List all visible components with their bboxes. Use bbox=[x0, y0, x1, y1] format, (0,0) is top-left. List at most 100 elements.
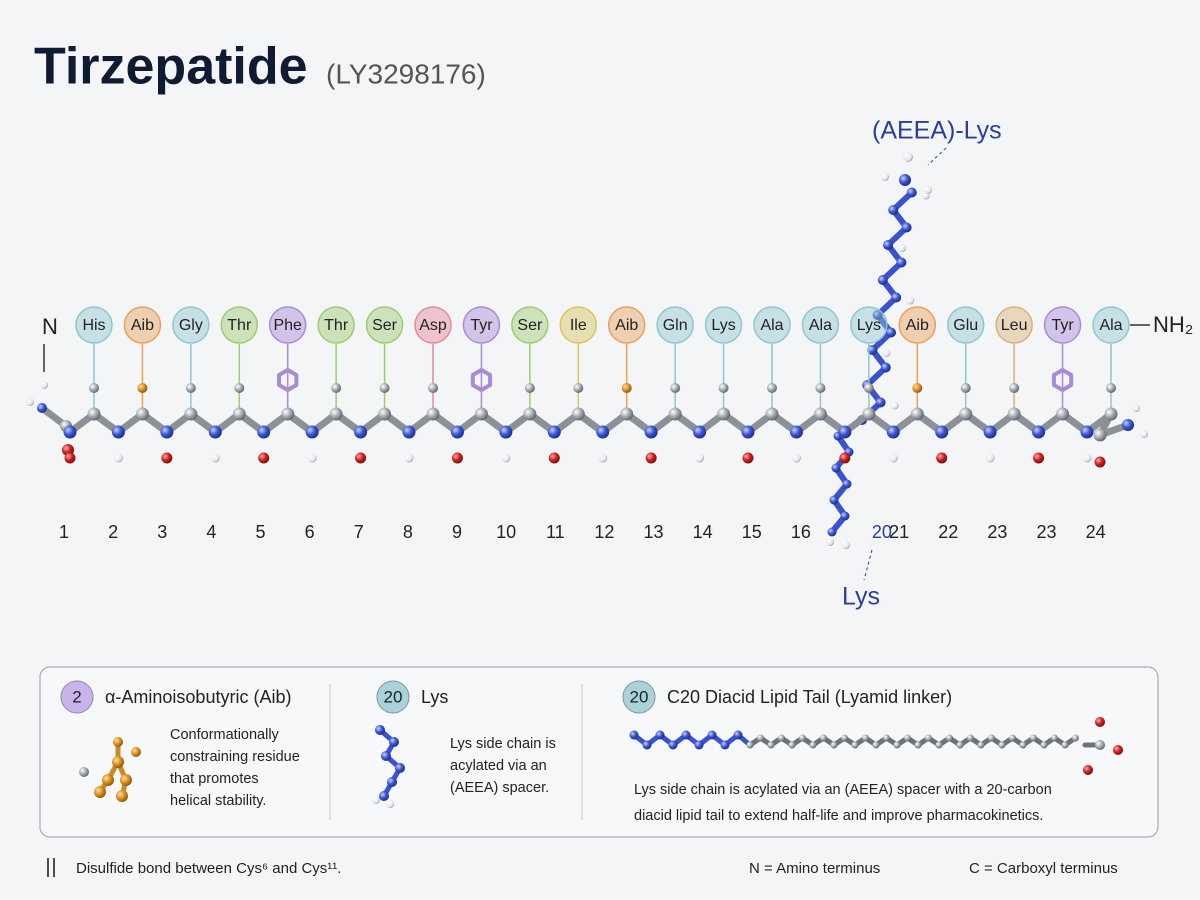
icon-atom bbox=[395, 763, 405, 773]
icon-atom bbox=[389, 737, 399, 747]
legend-title: Lys bbox=[421, 687, 448, 707]
side-chain-atom bbox=[137, 383, 148, 393]
legend-badge-text: 20 bbox=[630, 687, 649, 706]
atom bbox=[877, 275, 888, 285]
atom bbox=[1140, 430, 1148, 438]
residue-number: 23 bbox=[1037, 522, 1057, 542]
atom bbox=[935, 425, 949, 439]
atom bbox=[789, 425, 803, 439]
residue-label: Phe bbox=[273, 317, 302, 334]
residue-bubble bbox=[607, 306, 646, 344]
residue-labels: His 1 Aib 2 Gly 3 Thr 4 Phe 5 Thr 6 Ser 7 Asp 8 Tyr 9 Ser 1… bbox=[59, 306, 1130, 542]
atom bbox=[765, 407, 779, 421]
atom bbox=[959, 407, 973, 421]
atom bbox=[135, 407, 149, 421]
atom bbox=[547, 425, 561, 439]
icon-atom bbox=[1072, 734, 1079, 742]
atom bbox=[881, 173, 889, 181]
icon-atom bbox=[925, 734, 932, 742]
atom bbox=[329, 407, 343, 421]
residue-bubble bbox=[75, 306, 113, 344]
residue-bubble bbox=[898, 306, 937, 344]
atom bbox=[1056, 407, 1070, 421]
atom bbox=[880, 362, 891, 373]
residue-label: Ile bbox=[570, 317, 587, 334]
icon-atom bbox=[733, 730, 743, 740]
annotation-leader bbox=[927, 147, 947, 166]
atom bbox=[1007, 407, 1021, 421]
atom bbox=[161, 452, 173, 464]
icon-atom bbox=[1095, 717, 1105, 727]
atom bbox=[741, 425, 755, 439]
legend-badge bbox=[622, 680, 656, 714]
side-chain-atom bbox=[379, 383, 390, 393]
atom bbox=[281, 407, 295, 421]
icon-atom bbox=[375, 725, 385, 735]
icon-atom bbox=[655, 730, 665, 740]
residue-label: Thr bbox=[227, 317, 252, 334]
atom bbox=[426, 407, 440, 421]
icon-atom bbox=[694, 740, 704, 750]
side-chain-atom bbox=[621, 383, 632, 393]
atom bbox=[899, 174, 911, 186]
residue-bubble bbox=[462, 306, 501, 344]
ring bbox=[277, 368, 299, 392]
icon-atom bbox=[767, 741, 775, 749]
residue-number: 14 bbox=[693, 522, 713, 542]
legend-description: Lys side chain is acylated via an (AEEA)… bbox=[634, 782, 1052, 798]
residue-number: 1 bbox=[59, 522, 69, 542]
atom bbox=[983, 425, 997, 439]
atom bbox=[890, 401, 899, 410]
residue-bubble bbox=[220, 306, 259, 344]
residue-bubble bbox=[511, 306, 549, 344]
legend-badge-text: 2 bbox=[72, 687, 81, 706]
atom bbox=[113, 453, 123, 463]
atom bbox=[1033, 452, 1045, 464]
atom bbox=[829, 495, 839, 505]
atom bbox=[474, 407, 488, 421]
atom bbox=[831, 463, 841, 473]
atom bbox=[450, 425, 464, 439]
atom bbox=[791, 453, 801, 463]
atom bbox=[813, 407, 827, 421]
residue-number: 7 bbox=[354, 522, 364, 542]
icon-atom bbox=[681, 730, 691, 740]
side-chain-atom bbox=[767, 383, 777, 393]
atom bbox=[64, 452, 76, 464]
atom bbox=[355, 452, 367, 464]
footer-c-note: C = Carboxyl terminus bbox=[969, 860, 1118, 877]
side-chain-atom bbox=[1106, 383, 1116, 393]
residue-bubble bbox=[365, 306, 404, 344]
atom bbox=[903, 152, 913, 162]
n-terminus: N bbox=[42, 314, 58, 339]
atom bbox=[501, 453, 511, 463]
icon-atom bbox=[1095, 740, 1105, 750]
atom bbox=[936, 452, 948, 464]
annotation-leader bbox=[863, 549, 873, 581]
icon-atom bbox=[862, 734, 869, 742]
residue-bubble bbox=[1092, 306, 1130, 344]
residue-label: His bbox=[82, 317, 105, 334]
side-chain-atom bbox=[331, 383, 342, 393]
atom bbox=[258, 452, 270, 464]
atom bbox=[985, 453, 995, 463]
residue-label: Ala bbox=[760, 317, 783, 334]
legend-box bbox=[39, 666, 1159, 838]
residue-number: 22 bbox=[938, 522, 958, 542]
residue-number: 9 bbox=[452, 522, 462, 542]
icon-atom bbox=[381, 751, 391, 761]
atom bbox=[717, 407, 731, 421]
icon-atom bbox=[977, 741, 985, 749]
atom bbox=[668, 407, 682, 421]
icon-atom bbox=[967, 734, 974, 742]
atom bbox=[826, 538, 834, 546]
side-chain-atom bbox=[428, 383, 438, 393]
residue-bubble bbox=[801, 306, 840, 344]
residue-label: Ala bbox=[809, 317, 832, 334]
atom bbox=[882, 349, 891, 357]
atom bbox=[184, 407, 198, 421]
icon-atom bbox=[799, 734, 806, 742]
atom bbox=[839, 452, 851, 464]
legend-title: α-Aminoisobutyric (Aib) bbox=[105, 687, 291, 707]
atom bbox=[867, 345, 878, 355]
